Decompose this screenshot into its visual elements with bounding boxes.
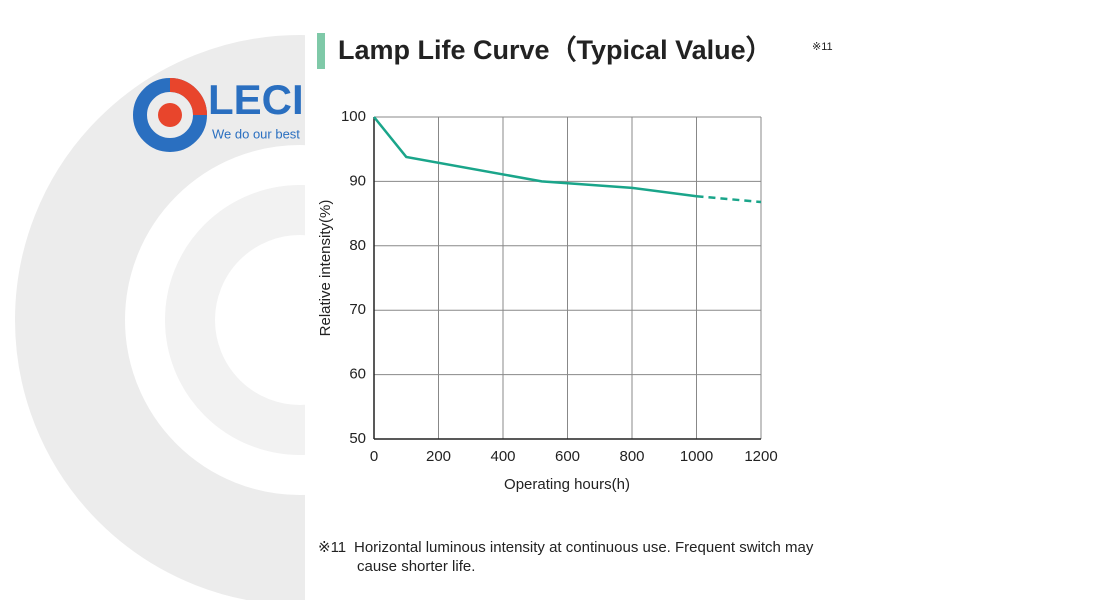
y-tick-label: 50 (349, 430, 366, 447)
x-tick-label: 1200 (744, 448, 777, 465)
x-tick-label: 800 (619, 448, 644, 465)
x-tick-label: 400 (490, 448, 515, 465)
x-tick-label: 600 (555, 448, 580, 465)
x-tick-label: 0 (370, 448, 378, 465)
y-tick-label: 70 (349, 301, 366, 318)
logo-name: LECI (208, 76, 304, 123)
footnote-line: cause shorter life. (357, 558, 475, 575)
logo-slogan: We do our best (212, 126, 300, 141)
data-line (696, 194, 762, 204)
chart-title: Lamp Life Curve（Typical Value） (338, 35, 773, 65)
data-line (373, 116, 697, 198)
y-tick-label: 80 (349, 237, 366, 254)
x-tick-label: 200 (426, 448, 451, 465)
x-tick-label: 1000 (680, 448, 713, 465)
x-axis-label: Operating hours(h) (504, 476, 630, 493)
y-tick-label: 90 (349, 172, 366, 189)
background-watermark (15, 0, 1100, 600)
y-tick-label: 60 (349, 366, 366, 383)
title-note: ※11 (812, 41, 833, 53)
y-axis-label: Relative intensity(%) (317, 200, 334, 337)
logo: LECI We do our best (133, 76, 304, 152)
y-tick-label: 100 (341, 108, 366, 125)
footnote-mark: ※11 (318, 539, 346, 556)
footnote-line: Horizontal luminous intensity at continu… (354, 539, 814, 556)
title-bar (317, 33, 325, 69)
